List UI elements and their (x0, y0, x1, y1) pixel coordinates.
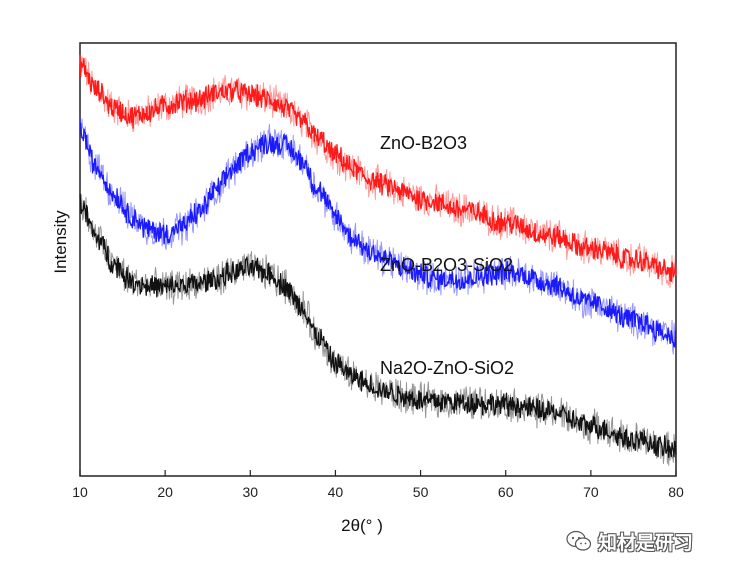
x-tick-label-60: 60 (498, 484, 514, 500)
watermark: 知材是研习 (566, 526, 693, 556)
x-tick-label-10: 10 (72, 484, 88, 500)
watermark-text: 知材是研习 (598, 531, 694, 554)
series-label-zno-b2o3-sio2: ZnO-B2O3-SiO2 (380, 255, 513, 275)
x-tick-label-50: 50 (413, 484, 429, 500)
series-line-na2o-zno-sio2 (79, 194, 677, 458)
series-label-zno-b2o3: ZnO-B2O3 (380, 133, 467, 153)
x-axis-ticks: 10 20 30 40 50 60 70 80 (72, 470, 684, 500)
series-label-na2o-zno-sio2: Na2O-ZnO-SiO2 (380, 358, 514, 378)
wechat-icon (566, 530, 592, 551)
x-tick-label-20: 20 (157, 484, 173, 500)
series-line-zno-b2o3-sio2 (79, 121, 677, 348)
plot-frame (79, 42, 677, 477)
x-tick-label-80: 80 (668, 484, 684, 500)
x-axis-label: 2θ(° ) (341, 516, 383, 535)
series-line-na2o-zno-sio2-halo (79, 193, 677, 466)
x-tick-label-30: 30 (242, 484, 258, 500)
series-line-zno-b2o3-sio2-halo (79, 115, 677, 355)
y-axis-label: Intensity (51, 210, 70, 274)
series-curves (79, 54, 677, 466)
series-line-zno-b2o3 (79, 54, 677, 282)
x-tick-label-40: 40 (328, 484, 344, 500)
x-tick-label-70: 70 (583, 484, 599, 500)
